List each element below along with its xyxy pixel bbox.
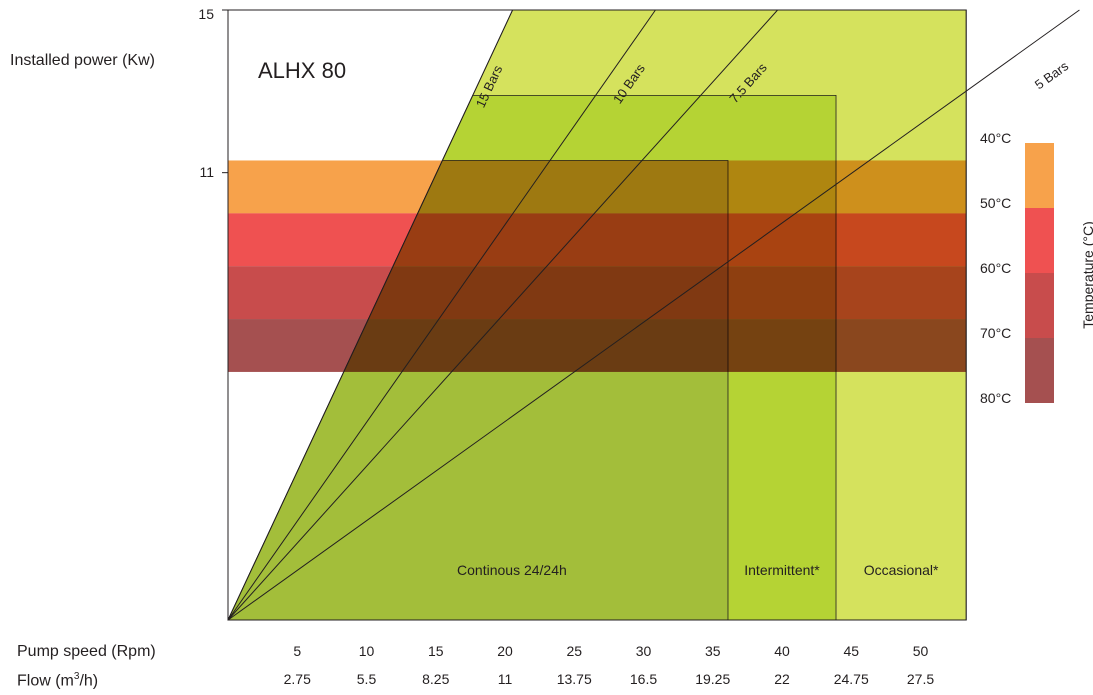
x-axis-title-flow: Flow (m3/h): [17, 671, 98, 690]
flow-label-sup: 3: [73, 671, 80, 682]
flow-tick-11: 11: [498, 671, 513, 687]
legend-temp-80-c: 80°C: [980, 390, 1011, 406]
legend-temp-60-c: 60°C: [980, 260, 1011, 276]
legend-temp-50-c: 50°C: [980, 195, 1011, 211]
temp-band-60-c: [228, 266, 967, 320]
legend-temp-70-c: 70°C: [980, 325, 1011, 341]
pressure-line-7-5-bars: [227, 9, 778, 621]
speed-tick-15: 15: [428, 643, 444, 659]
y-tick-11: 11: [199, 164, 214, 180]
flow-tick-19-25: 19.25: [695, 671, 730, 687]
temp-band-50-c: [228, 213, 967, 267]
plot-frame: [227, 9, 967, 621]
pressure-line-5-bars: [227, 9, 1080, 621]
x-axis-title-speed: Pump speed (Rpm): [17, 643, 156, 660]
flow-tick-16-5: 16.5: [630, 671, 657, 687]
flow-tick-22: 22: [774, 671, 790, 687]
legend-swatch-50-c: [1025, 208, 1054, 273]
flow-tick-5-5: 5.5: [357, 671, 377, 687]
speed-tick-10: 10: [359, 643, 375, 659]
y-axis-title: Installed power (Kw): [10, 52, 155, 69]
flow-tick-8-25: 8.25: [422, 671, 449, 687]
speed-tick-20: 20: [497, 643, 513, 659]
temp-band-40-c: [228, 160, 967, 214]
pressure-label-5-bars: 5 Bars: [1032, 58, 1072, 92]
zone-label-continous-24-24h: Continous 24/24h: [457, 562, 567, 578]
speed-tick-40: 40: [774, 643, 790, 659]
speed-tick-25: 25: [566, 643, 582, 659]
flow-label-pre: Flow (m: [17, 672, 74, 690]
speed-tick-30: 30: [636, 643, 652, 659]
speed-tick-5: 5: [293, 643, 301, 659]
flow-tick-2-75: 2.75: [284, 671, 311, 687]
speed-tick-50: 50: [913, 643, 929, 659]
legend-title: Temperature (°C): [1080, 221, 1093, 329]
flow-tick-27-5: 27.5: [907, 671, 934, 687]
legend-swatch-60-c: [1025, 273, 1054, 338]
speed-tick-35: 35: [705, 643, 721, 659]
flow-tick-13-75: 13.75: [557, 671, 592, 687]
speed-tick-45: 45: [843, 643, 859, 659]
chart-title: ALHX 80: [258, 58, 347, 83]
temp-band-70-c: [228, 319, 967, 372]
legend-temp-40-c: 40°C: [980, 130, 1011, 146]
legend-swatch-40-c: [1025, 143, 1054, 208]
pressure-line-15-bars: [227, 9, 514, 621]
flow-label-post: /h): [79, 672, 99, 690]
flow-tick-24-75: 24.75: [834, 671, 869, 687]
y-tick-15: 15: [198, 6, 214, 22]
legend-swatch-70-c: [1025, 338, 1054, 403]
zone-label-occasional: Occasional*: [864, 562, 939, 578]
zone-label-intermittent: Intermittent*: [744, 562, 820, 578]
pressure-line-10-bars: [227, 9, 656, 621]
